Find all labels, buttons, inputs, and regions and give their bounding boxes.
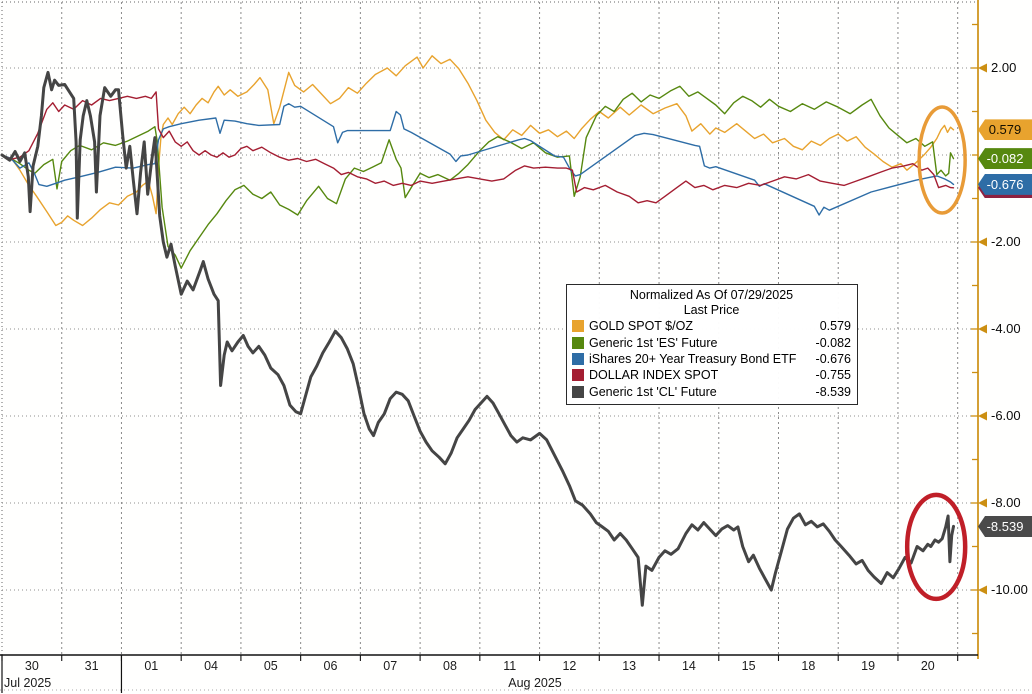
x-axis-label: 04 — [204, 659, 218, 673]
last-price-badge-tlt: -0.676 — [978, 173, 1032, 195]
month-label-jul: Jul 2025 — [4, 676, 52, 690]
x-axis-label: 01 — [144, 659, 159, 673]
series-name: Generic 1st 'ES' Future — [589, 335, 718, 350]
month-label-aug: Aug 2025 — [508, 676, 562, 690]
series-line-generic-1st-es-future — [1, 85, 955, 269]
legend-box: Normalized As Of 07/29/2025 Last Price G… — [566, 284, 858, 405]
x-axis-label: 14 — [681, 659, 696, 673]
last-price-badge-es: -0.082 — [978, 148, 1032, 170]
series-name: GOLD SPOT $/OZ — [589, 319, 693, 334]
x-axis-label: 30 — [24, 659, 39, 673]
x-axis-label: 13 — [622, 659, 637, 673]
legend-row-cl: Generic 1st 'CL' Future -8.539 — [572, 384, 851, 400]
y-axis-label: -2.00 — [991, 234, 1021, 249]
x-axis-label: 06 — [323, 659, 338, 673]
legend-row-tlt: iShares 20+ Year Treasury Bond ETF -0.67… — [572, 351, 851, 367]
gold-swatch-icon — [572, 320, 584, 333]
y-axis-label: -8.00 — [991, 495, 1021, 510]
highlight-top-right — [917, 105, 967, 215]
x-axis-label: 15 — [741, 659, 756, 673]
last-price-badge-cl: -8.539 — [978, 515, 1032, 537]
legend-title: Normalized As Of 07/29/2025 — [629, 288, 794, 302]
series-last-price: -0.082 — [815, 335, 851, 350]
series-name: DOLLAR INDEX SPOT — [589, 368, 719, 383]
x-axis-label: 31 — [84, 659, 99, 673]
series-line-dollar-index-spot — [1, 91, 955, 204]
y-axis-label: -10.00 — [991, 582, 1028, 597]
series-name: iShares 20+ Year Treasury Bond ETF — [589, 351, 797, 366]
y-axis-label: 2.00 — [991, 60, 1017, 75]
legend-row-es: Generic 1st 'ES' Future -0.082 — [572, 334, 851, 350]
x-axis-label: 19 — [861, 659, 876, 673]
x-axis-label: 07 — [383, 659, 398, 673]
x-axis-label: 12 — [562, 659, 577, 673]
y-axis-label: -6.00 — [991, 408, 1021, 423]
series-last-price: -8.539 — [815, 384, 851, 399]
x-axis-label: 20 — [920, 659, 935, 673]
x-axis-label: 08 — [443, 659, 457, 673]
series-last-price: 0.579 — [819, 319, 851, 334]
x-axis-label: 18 — [801, 659, 816, 673]
legend-row-dxy: DOLLAR INDEX SPOT -0.755 — [572, 367, 851, 383]
legend-subtitle: Last Price — [683, 303, 740, 317]
x-axis-label: 11 — [503, 659, 517, 673]
y-axis-label: -4.00 — [991, 321, 1021, 336]
tlt-swatch-icon — [572, 352, 584, 365]
series-line-gold-spot-oz — [1, 55, 955, 227]
dxy-swatch-icon — [572, 369, 584, 382]
es-swatch-icon — [572, 336, 584, 349]
highlight-bottom-right — [904, 492, 968, 602]
series-last-price: -0.676 — [815, 351, 851, 366]
cl-swatch-icon — [572, 385, 584, 398]
series-last-price: -0.755 — [815, 368, 851, 383]
series-name: Generic 1st 'CL' Future — [589, 384, 717, 399]
legend-row-gold: GOLD SPOT $/OZ 0.579 — [572, 318, 851, 334]
x-axis-label: 05 — [263, 659, 278, 673]
series-line-generic-1st-cl-future — [0, 70, 955, 607]
last-price-badge-gold: 0.579 — [978, 119, 1032, 141]
